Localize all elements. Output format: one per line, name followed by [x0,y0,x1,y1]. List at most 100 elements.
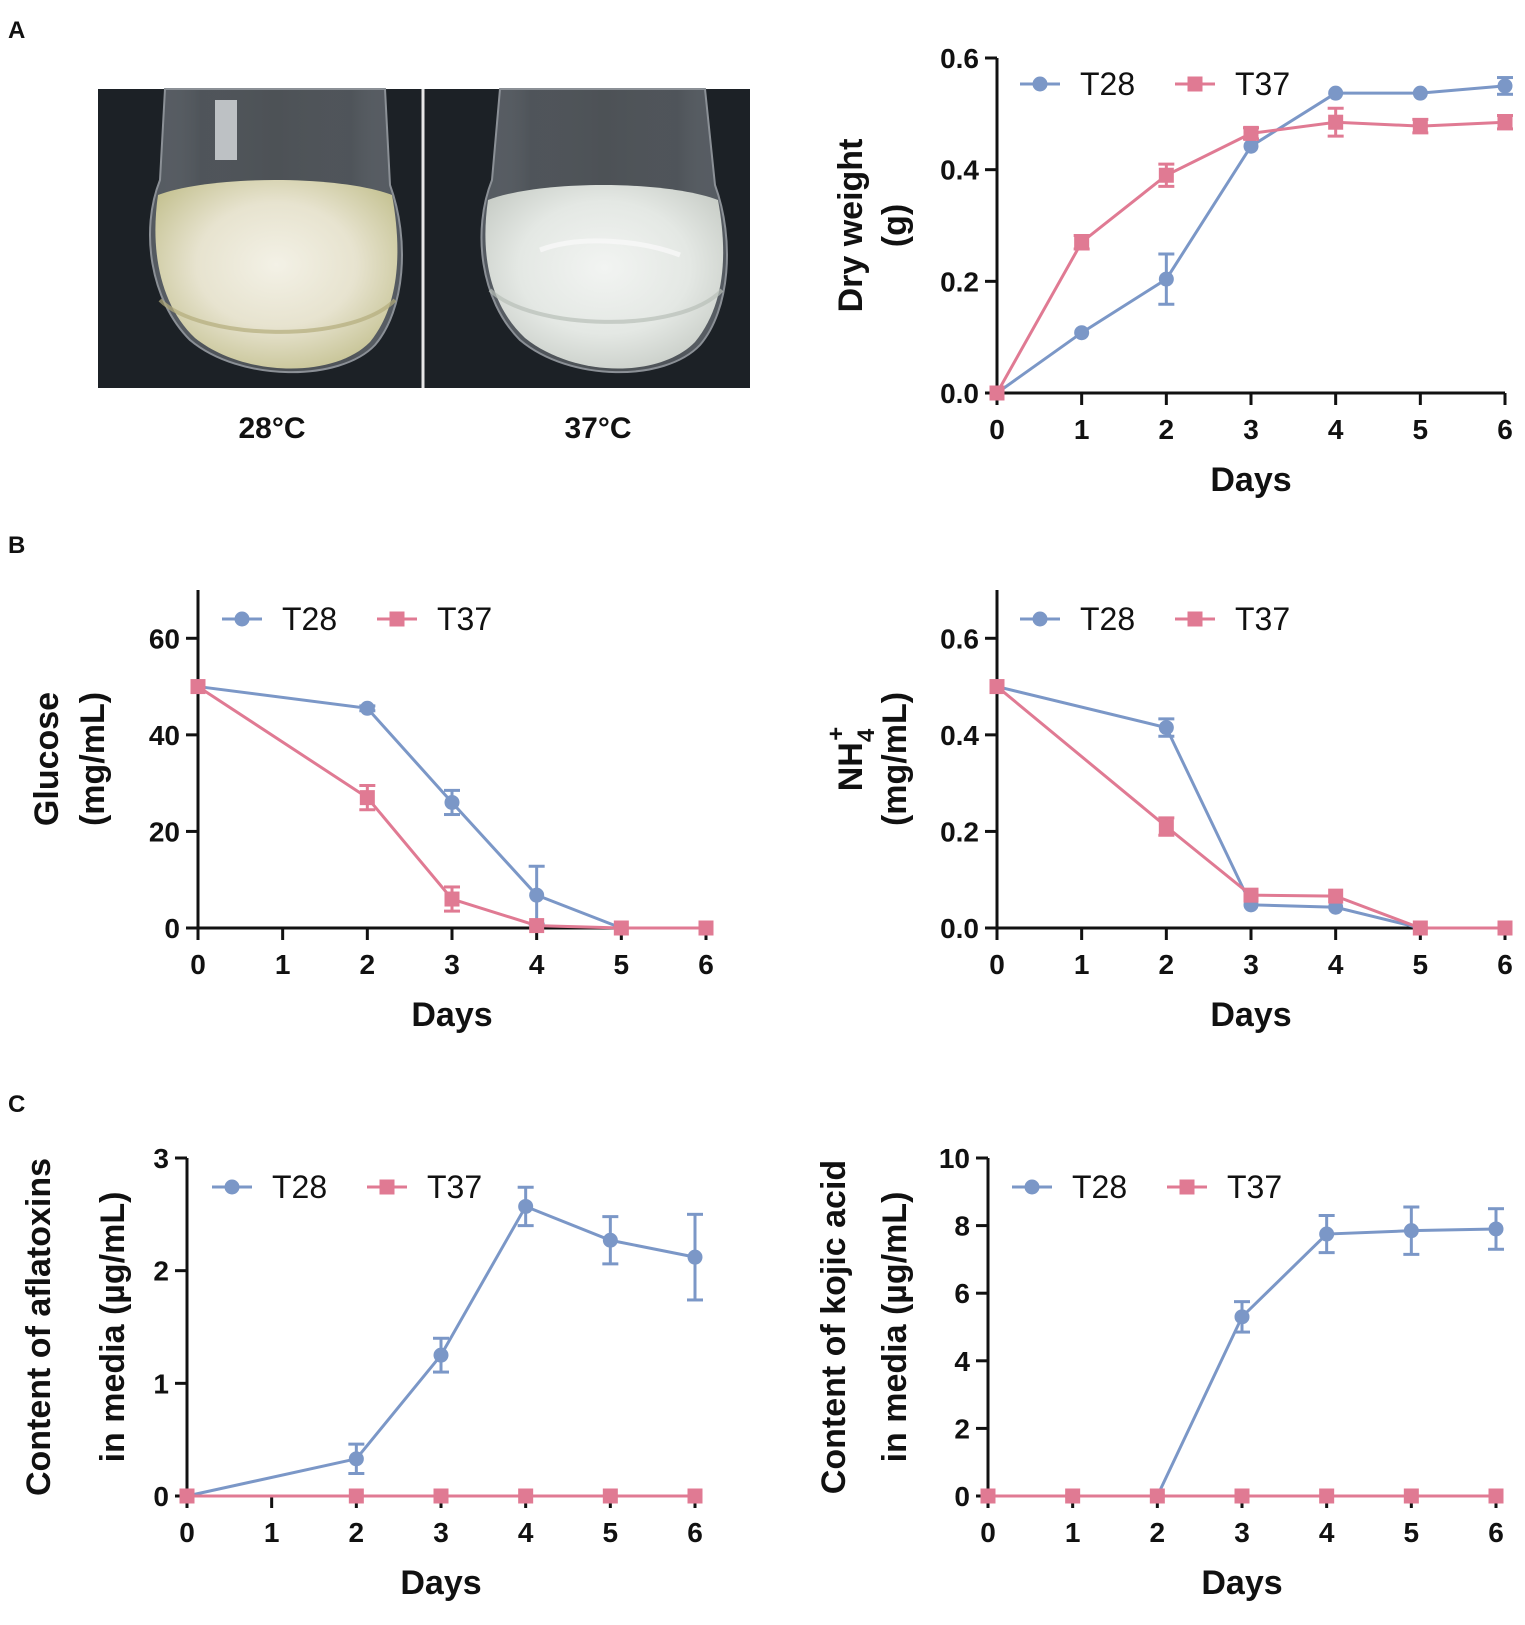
data-point-t28 [1328,85,1344,101]
legend-label-t37: T37 [437,601,492,637]
x-tick-label: 4 [1319,1517,1335,1548]
data-point-t37 [1234,1488,1250,1504]
legend-marker-t37 [1187,611,1203,627]
data-point-t37 [1412,920,1428,936]
flask-photo [98,88,750,388]
y-axis-title-sub: 4 [853,728,880,742]
data-point-t37 [687,1488,703,1504]
data-point-t37 [444,891,460,907]
data-point-t37 [989,679,1005,695]
data-point-t37 [1243,125,1259,141]
x-tick-label: 2 [349,1517,365,1548]
y-axis-title-line: in media (µg/mL) [876,1192,914,1463]
y-axis-title-line: NH4+ [823,727,880,791]
y-tick-label: 4 [954,1346,970,1377]
legend-label-t28: T28 [1072,1169,1127,1205]
x-tick-label: 1 [275,949,291,980]
legend-label-t28: T28 [282,601,337,637]
x-tick-label: 2 [360,949,376,980]
x-tick-label: 1 [1074,414,1090,445]
y-tick-label: 0.2 [940,816,979,847]
data-point-t37 [1328,114,1344,130]
data-point-t37 [518,1488,534,1504]
data-point-t28 [1497,78,1513,94]
x-tick-label: 3 [1234,1517,1250,1548]
data-point-t28 [444,794,460,810]
x-tick-label: 0 [179,1517,195,1548]
data-point-t28 [433,1347,449,1363]
panel-letter-c: C [8,1091,25,1118]
data-point-t28 [1412,85,1428,101]
data-point-t37 [1412,118,1428,134]
legend-label-t28: T28 [272,1169,327,1205]
x-tick-label: 3 [1243,949,1259,980]
y-axis-title-main: NH [832,742,870,791]
data-point-t28 [348,1451,364,1467]
x-tick-label: 5 [603,1517,619,1548]
data-point-t28 [1403,1223,1419,1239]
legend-label-t37: T37 [1227,1169,1282,1205]
data-point-t37 [698,920,714,936]
flask-37c [480,88,728,374]
data-point-t37 [1497,114,1513,130]
legend-marker-t37 [389,611,405,627]
legend-marker-t28 [234,611,250,627]
x-tick-label: 3 [1243,414,1259,445]
x-tick-label: 1 [1074,949,1090,980]
x-tick-label: 6 [1497,949,1513,980]
data-point-t37 [1243,887,1259,903]
y-tick-label: 40 [149,720,180,751]
x-tick-label: 4 [1328,414,1344,445]
data-point-t37 [1403,1488,1419,1504]
x-tick-label: 4 [1328,949,1344,980]
data-point-t28 [529,887,545,903]
data-point-t28 [518,1198,534,1214]
y-tick-label: 10 [939,1143,970,1174]
data-point-t37 [1158,167,1174,183]
chart-kojic-acid: 0 2 4 6 8 10 0 1 2 3 4 5 6 Days Content of kojic acid i… [815,1143,1504,1602]
flask-28c [149,88,403,374]
data-point-t37 [348,1488,364,1504]
x-tick-label: 6 [698,949,714,980]
x-axis-title: Days [1210,461,1291,499]
x-axis-title: Days [400,1564,481,1602]
y-tick-label: 2 [153,1256,169,1287]
x-tick-label: 5 [1404,1517,1420,1548]
y-tick-label: 8 [954,1211,970,1242]
caption-37c: 37°C [564,412,631,445]
y-tick-label: 0.6 [940,623,979,654]
x-tick-label: 0 [989,949,1005,980]
y-axis-title-line: Glucose [28,692,66,826]
data-point-t28 [1074,325,1090,341]
x-tick-label: 2 [1159,949,1175,980]
y-axis-title-line: (mg/mL) [876,692,914,826]
data-point-t37 [602,1488,618,1504]
legend-label-t37: T37 [427,1169,482,1205]
y-tick-label: 0.0 [940,378,979,409]
data-point-t37 [989,385,1005,401]
data-point-t28 [1488,1221,1504,1237]
y-tick-label: 2 [954,1413,970,1444]
data-point-t28 [1158,271,1174,287]
data-point-t37 [613,920,629,936]
y-axis-title-line: (mg/mL) [74,692,112,826]
y-tick-label: 3 [153,1143,169,1174]
y-axis-title-line: in media (µg/mL) [94,1192,132,1463]
legend-marker-t28 [224,1179,240,1195]
panel-letter-a: A [8,17,25,44]
y-axis-title-line: Dry weight [832,139,870,313]
legend-marker-t37 [379,1179,395,1195]
data-point-t28 [687,1249,703,1265]
x-tick-label: 1 [264,1517,280,1548]
y-tick-label: 0 [954,1481,970,1512]
legend-marker-t28 [1032,611,1048,627]
x-axis-title: Days [411,996,492,1034]
series-line-t37 [996,685,1505,930]
data-point-t37 [1319,1488,1335,1504]
x-tick-label: 6 [1497,414,1513,445]
data-point-t37 [359,790,375,806]
x-tick-label: 6 [687,1517,703,1548]
y-tick-label: 1 [153,1368,169,1399]
